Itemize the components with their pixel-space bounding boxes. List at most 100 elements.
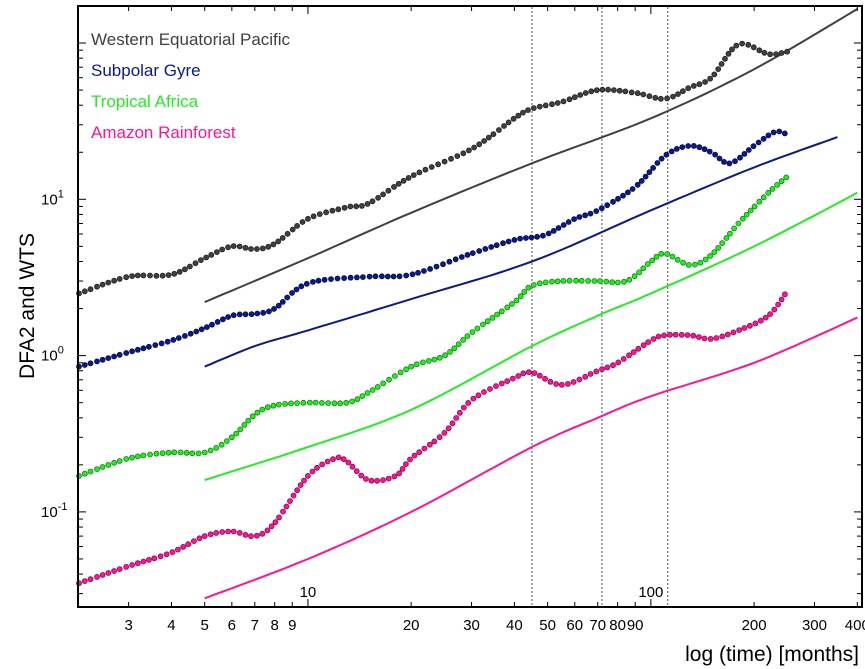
series-dot [719,240,726,247]
series-dot [213,444,220,451]
series-dot [309,468,316,475]
series-dot [174,546,181,553]
series-dot [553,381,559,387]
series-dot [374,383,381,390]
series-dot [416,449,423,456]
series-dot [481,389,487,395]
x-tick-label: 300 [802,617,827,634]
series-dot [667,331,673,338]
series-dot [362,476,369,482]
series-dot [751,203,758,210]
y-axis-title: DFA2 and WTS [16,233,39,379]
series-dot [105,570,112,576]
series-dot [185,541,192,548]
series-dot [264,527,271,534]
series-dot [242,311,249,318]
series-dot [511,236,518,243]
series-dot [517,293,524,300]
series-dot [396,470,403,477]
series-dot [685,85,692,92]
series-dot [386,376,392,383]
series-dot [230,528,237,535]
series-dot [441,429,448,436]
series-dot [716,155,723,162]
series-dot [605,86,611,93]
series-dot [747,207,754,214]
legend: Western Equatorial Pacific Subpolar Gyre T… [91,30,291,142]
series-dot [151,555,158,562]
series-dot [145,557,152,563]
series-dot [230,243,237,250]
series-dot [335,206,342,213]
series-dot [396,273,403,280]
series-dot [765,132,772,139]
series-dot [123,274,130,281]
series-dot [209,321,215,328]
series-dot [214,318,221,325]
x-tick-label: 90 [627,617,644,634]
series-dot [163,551,170,558]
series-dot [272,519,279,526]
series-dot [554,278,561,285]
series-dot [771,306,778,313]
series-dot [547,378,554,385]
series-dot [445,425,452,432]
series-dot [353,468,360,475]
series-dot [426,441,433,448]
series-dot [309,278,316,285]
series-dot [271,305,277,312]
series-dot [576,214,583,220]
series-dot [400,177,407,184]
series-dot [638,177,645,184]
series-dot [319,461,326,468]
series-dot [481,138,488,144]
series-dot [707,75,713,82]
series-dot [358,202,365,209]
series-dot [736,327,742,334]
series-dot [448,155,454,162]
series-dot [745,147,752,153]
series-dot [225,244,232,251]
series-dot [391,473,398,480]
series-dot [536,372,543,379]
series-dot [536,280,543,287]
series-dot [94,574,100,580]
series-dot [646,93,653,100]
series-dot [626,276,633,283]
series-dot [134,272,141,279]
series-dot [622,88,629,95]
series-dot [653,253,660,260]
series-dot [474,325,481,332]
x-inner-label: 100 [638,584,663,601]
series-dot [732,158,738,165]
series-dot [236,530,243,536]
series-dot [664,95,670,102]
series-dot [741,150,748,157]
series-dot [279,234,286,241]
series-dot [549,278,555,285]
series-dot [165,449,172,456]
series-dot [385,475,392,482]
series-dot [374,477,381,484]
series-dot [164,338,171,345]
series-dot [453,415,460,421]
series-dot [129,348,136,355]
series-dot [236,243,243,250]
series-dot [752,320,759,327]
series-dot [501,123,507,129]
series-dot [314,464,320,471]
series-group [76,8,858,600]
series-dot [265,308,272,315]
series-dot [615,359,622,366]
series-dot [542,279,549,286]
series-dot [680,88,686,95]
series-dot [685,261,692,268]
series-dot [248,311,255,318]
series-dot [186,263,193,270]
series-dot [465,399,472,406]
series-dot [454,153,461,160]
series-dot [328,276,334,283]
series-dot [228,434,235,441]
series-dot [674,256,681,263]
